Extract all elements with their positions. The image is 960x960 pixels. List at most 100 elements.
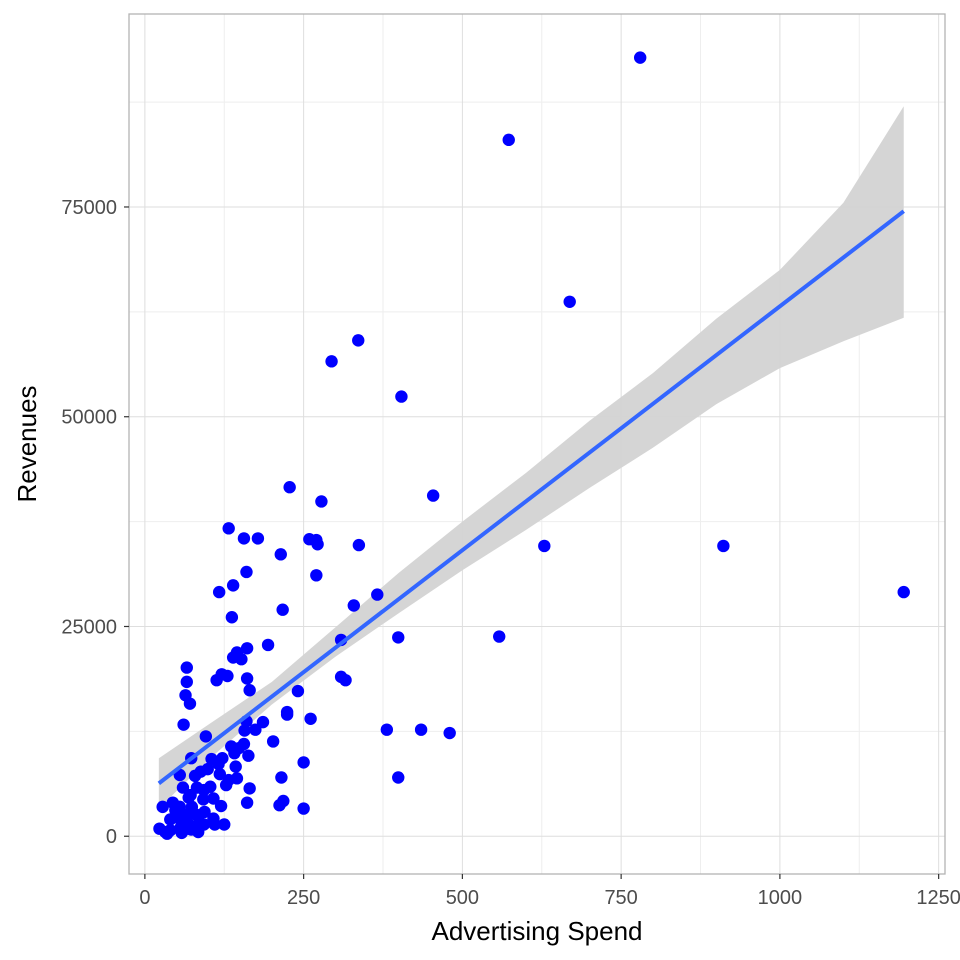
data-point — [311, 538, 324, 551]
data-point — [213, 767, 227, 781]
data-point — [538, 539, 551, 553]
panel-border — [128, 13, 946, 875]
data-point — [310, 569, 323, 582]
data-point — [207, 792, 220, 805]
x-tick-label: 1250 — [916, 887, 960, 909]
data-point — [325, 355, 338, 368]
confidence-band — [158, 106, 904, 809]
data-point — [212, 757, 225, 771]
data-point — [183, 697, 197, 710]
data-point — [230, 772, 244, 785]
data-point — [291, 684, 305, 698]
x-axis-title: Advertising Spend — [431, 916, 642, 946]
data-point — [352, 538, 366, 552]
data-point — [222, 522, 235, 535]
data-point — [235, 653, 248, 666]
data-point — [197, 793, 210, 806]
confidence-band-area — [158, 106, 904, 809]
data-point — [256, 715, 270, 729]
data-point — [192, 825, 205, 839]
data-point — [274, 548, 287, 561]
data-point — [339, 673, 352, 687]
data-point — [717, 539, 730, 553]
y-tick-label: 50000 — [61, 407, 117, 429]
data-point — [633, 51, 647, 64]
data-point — [897, 585, 910, 599]
data-point — [493, 630, 506, 643]
data-point — [251, 532, 265, 545]
axis-ticks: 0 250 500 750 1000 1250 0 25000 50000 75000 — [61, 197, 960, 909]
grid — [129, 14, 945, 874]
data-point — [243, 782, 256, 795]
x-tick-label: 1000 — [758, 887, 803, 909]
y-tick-label: 25000 — [61, 616, 117, 638]
data-point — [229, 760, 242, 773]
data-point — [276, 603, 289, 616]
data-point — [218, 818, 231, 831]
data-point — [176, 781, 190, 794]
data-point — [226, 579, 240, 592]
data-point — [315, 495, 328, 508]
data-point — [243, 684, 256, 697]
data-point — [240, 672, 254, 685]
y-tick-label: 0 — [106, 826, 117, 848]
data-point — [297, 756, 310, 769]
data-point — [443, 726, 456, 740]
data-point — [198, 805, 211, 819]
data-point — [414, 723, 428, 736]
y-axis-title: Revenues — [12, 385, 42, 502]
data-point — [225, 611, 239, 624]
data-point — [261, 638, 275, 652]
data-point — [283, 481, 296, 494]
data-point — [280, 708, 294, 721]
data-point — [392, 771, 405, 784]
data-point — [371, 588, 384, 601]
data-point — [156, 800, 169, 814]
data-point — [297, 802, 310, 815]
x-tick-label: 250 — [287, 887, 320, 909]
data-point — [212, 585, 226, 599]
data-point — [208, 818, 221, 831]
data-point — [237, 532, 251, 545]
data-point — [175, 826, 188, 840]
data-point — [160, 827, 174, 840]
data-point — [204, 780, 217, 793]
x-tick-label: 0 — [139, 887, 150, 909]
data-point — [164, 813, 177, 826]
x-tick-label: 500 — [446, 887, 479, 909]
data-points — [153, 51, 910, 840]
data-point — [304, 712, 317, 725]
data-point — [180, 661, 193, 674]
data-point — [502, 133, 515, 147]
data-point — [210, 673, 223, 687]
x-tick-label: 750 — [604, 887, 637, 909]
data-point — [238, 724, 251, 737]
data-point — [177, 718, 190, 731]
data-point — [249, 723, 262, 736]
data-point — [395, 390, 408, 403]
data-point — [426, 489, 440, 502]
data-point — [352, 334, 365, 347]
data-point — [275, 771, 288, 784]
regression-line-path — [157, 209, 905, 785]
data-point — [266, 735, 280, 748]
data-point — [240, 642, 254, 655]
data-point — [380, 723, 394, 736]
data-point — [188, 769, 202, 783]
regression-line — [157, 209, 905, 785]
data-point — [242, 749, 255, 762]
data-point — [277, 794, 290, 808]
data-point — [219, 778, 233, 792]
data-point — [225, 740, 238, 753]
data-point — [392, 631, 405, 644]
data-point — [199, 730, 213, 743]
data-point — [240, 565, 253, 579]
data-point — [181, 817, 195, 830]
data-point — [563, 295, 576, 308]
y-tick-label: 75000 — [61, 197, 117, 219]
data-point — [180, 675, 193, 689]
data-point — [347, 599, 360, 612]
data-point — [240, 796, 254, 809]
data-point — [214, 799, 228, 813]
